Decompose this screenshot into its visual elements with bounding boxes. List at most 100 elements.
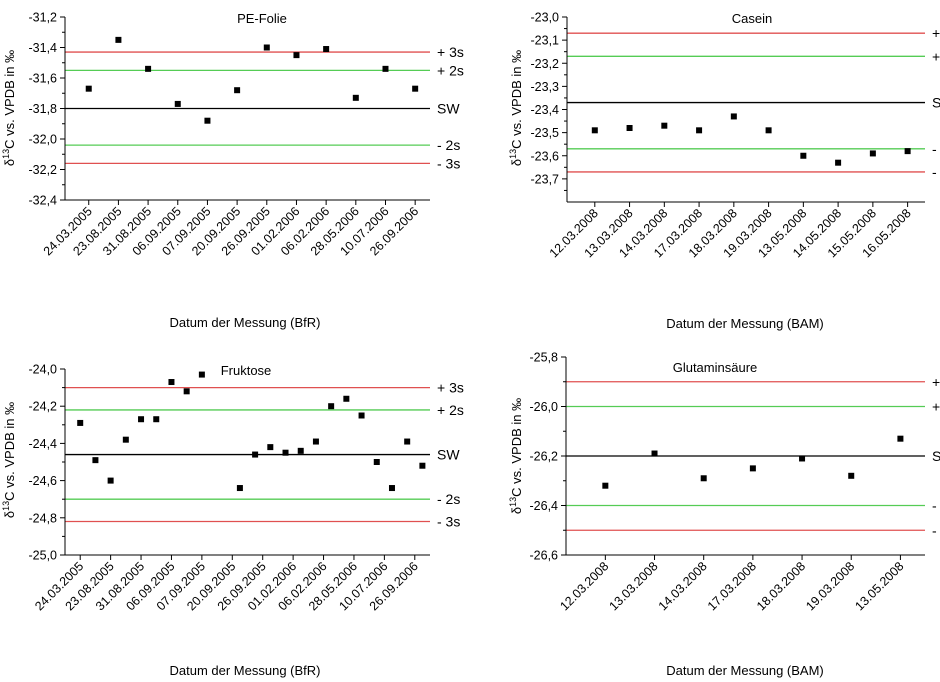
data-point [153, 416, 160, 423]
y-tick-label: -23,3 [531, 80, 560, 94]
data-point [373, 459, 380, 465]
y-tick-label: -23,6 [531, 149, 560, 163]
chart-panel-1: + 3s + 2s SW - 2s - 3s -31,2 -31,4 -31,6 -31,8 -3… [1, 11, 464, 331]
x-axis-label: Datum der Messung (BAM) [666, 316, 824, 331]
data-point [323, 46, 330, 53]
y-axis-label: δ13C vs. VPDB in ‰ [508, 50, 524, 166]
data-point [388, 485, 395, 492]
reference-line-label: SW [437, 447, 460, 463]
data-point [651, 450, 658, 457]
y-tick-label: -25,0 [29, 549, 58, 563]
reference-line-label: - 3s [437, 155, 460, 171]
data-point [869, 150, 876, 157]
data-point [591, 127, 598, 134]
chart-title: Glutaminsäure [673, 360, 758, 375]
y-tick-label: -23,0 [531, 11, 560, 25]
data-point [115, 36, 122, 43]
data-point [252, 451, 259, 458]
data-point [282, 449, 289, 456]
data-point [85, 85, 92, 92]
data-point [602, 482, 609, 489]
chart-panel-4: + 3s + 2s SW - 2s - 3s -25,8 -26,0 -26,2 -26,4 -2… [508, 351, 940, 679]
reference-line-label: - 2s [437, 491, 460, 507]
data-point [174, 100, 181, 107]
x-tick-label: 17.03.2008 [705, 559, 759, 613]
data-point [700, 475, 707, 482]
data-point [267, 444, 274, 451]
data-point [382, 65, 389, 72]
chart-title: Casein [732, 11, 772, 26]
y-tick-label: -26,6 [530, 549, 559, 563]
data-point [696, 127, 703, 134]
reference-line-label: - 3s [932, 522, 940, 538]
y-axis-label: δ13C vs. VPDB in ‰ [1, 50, 17, 166]
y-tick-label: -24,8 [29, 511, 58, 525]
reference-line-label: SW [932, 95, 940, 111]
data-point [263, 44, 270, 51]
data-point [419, 462, 426, 469]
x-tick-label: 14.03.2008 [656, 559, 710, 613]
reference-line-label: SW [437, 101, 460, 117]
reference-line-label: + 3s [932, 25, 940, 41]
y-tick-label: -26,4 [530, 499, 559, 513]
data-point [730, 113, 737, 120]
data-point [800, 152, 807, 159]
y-tick-label: -23,7 [531, 172, 560, 186]
y-axis-label: δ13C vs. VPDB in ‰ [1, 402, 17, 518]
reference-line-label: - 2s [932, 141, 940, 157]
y-tick-label: -23,1 [531, 34, 560, 48]
data-point [145, 65, 152, 72]
y-tick-label: -32,2 [29, 163, 58, 177]
data-point [352, 94, 359, 101]
y-tick-label: -24,4 [29, 437, 58, 451]
data-point [204, 117, 211, 124]
y-tick-label: -26,2 [530, 450, 559, 464]
data-point [412, 85, 419, 92]
reference-line-label: + 2s [437, 62, 464, 78]
data-point [848, 472, 855, 479]
reference-line-label: SW [932, 448, 940, 464]
x-tick-label: 13.05.2008 [852, 559, 906, 613]
data-point [297, 447, 304, 454]
data-point [343, 395, 350, 402]
data-point [312, 438, 319, 445]
data-point [92, 457, 99, 464]
y-tick-label: -32,0 [29, 133, 58, 147]
data-point [138, 416, 145, 423]
data-point [77, 419, 84, 426]
y-tick-label: -24,6 [29, 474, 58, 488]
data-point [236, 485, 243, 492]
reference-line-label: + 3s [437, 380, 464, 396]
y-tick-label: -23,2 [531, 57, 560, 71]
data-point [626, 125, 633, 131]
data-point [122, 436, 129, 443]
data-point [358, 412, 365, 419]
reference-line-label: + 2s [932, 48, 940, 64]
y-tick-label: -24,0 [29, 363, 58, 377]
data-point [234, 87, 241, 94]
data-point [198, 371, 205, 378]
y-tick-label: -32,4 [29, 194, 58, 208]
reference-line-label: + 3s [932, 374, 940, 390]
chart-title: PE-Folie [237, 11, 287, 26]
data-point [404, 438, 411, 445]
x-axis-label: Datum der Messung (BfR) [170, 663, 321, 678]
chart-panel-2: + 3s + 2s SW - 2s - 3s -23,0 -23,1 -23,2 -23,3 -2… [508, 11, 940, 332]
chart-panel-3: + 3s + 2s SW - 2s - 3s -24,0 -24,2 -24,4 -24,6 -2… [1, 363, 464, 679]
data-point [328, 403, 335, 410]
y-tick-label: -31,2 [29, 11, 58, 25]
x-tick-label: 12.03.2008 [557, 559, 611, 613]
data-point [835, 159, 842, 166]
reference-line-label: - 2s [437, 137, 460, 153]
reference-line-label: + 3s [437, 44, 464, 60]
y-tick-label: -26,0 [530, 400, 559, 414]
reference-line-label: - 3s [437, 514, 460, 530]
data-point [293, 52, 300, 59]
reference-line-label: - 3s [932, 164, 940, 180]
data-point [168, 379, 175, 386]
x-axis-label: Datum der Messung (BAM) [666, 663, 824, 678]
y-tick-label: -31,4 [29, 41, 58, 55]
data-point [904, 148, 911, 155]
x-tick-label: 19.03.2008 [803, 559, 857, 613]
